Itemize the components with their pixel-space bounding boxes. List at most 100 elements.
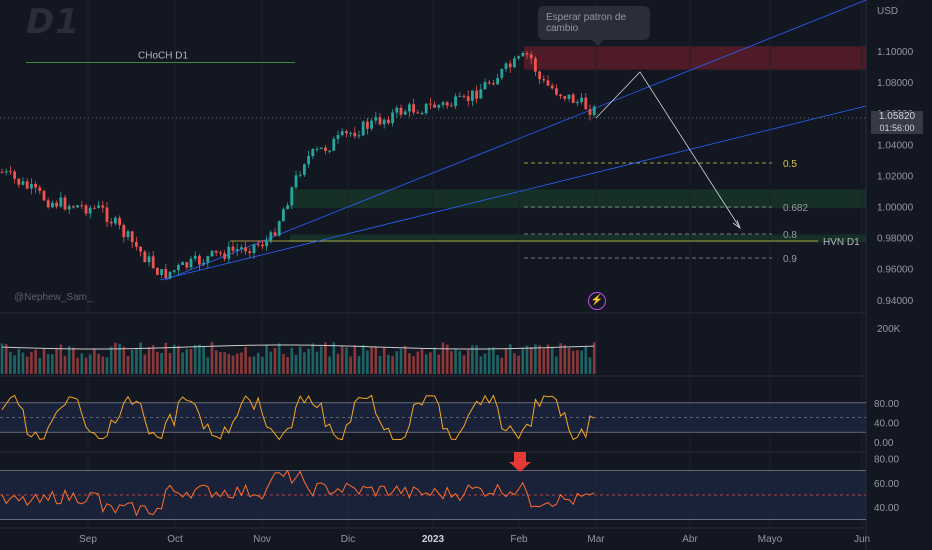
- rsi-tick: 60.00: [874, 479, 899, 490]
- candle-body: [269, 232, 273, 241]
- candle-body: [563, 96, 567, 99]
- choch-label: CHoCH D1: [138, 51, 188, 62]
- alert-bolt-icon[interactable]: ⚡: [588, 292, 606, 310]
- candle-body: [286, 205, 289, 210]
- volume-bar: [420, 348, 424, 374]
- candle-body: [483, 82, 487, 90]
- volume-bar: [546, 344, 550, 374]
- volume-bar: [416, 351, 420, 374]
- candle-body: [437, 105, 441, 108]
- volume-bar: [130, 349, 134, 374]
- volume-bar: [462, 355, 466, 374]
- volume-bar: [517, 355, 520, 374]
- volume-bar: [168, 352, 172, 374]
- candle-body: [118, 217, 121, 226]
- candle-body: [567, 94, 571, 99]
- candle-body: [21, 181, 25, 185]
- volume-bar: [282, 354, 285, 374]
- candle-body: [576, 102, 579, 104]
- candle-body: [517, 56, 520, 59]
- candle-body: [172, 270, 176, 272]
- volume-bar: [550, 346, 554, 374]
- volume-bar: [252, 356, 256, 374]
- stoch-tick: 0.00: [874, 438, 894, 449]
- candle-body: [445, 102, 449, 106]
- stoch-line: [1, 394, 595, 441]
- volume-bar: [135, 348, 138, 374]
- candle-body: [122, 225, 126, 237]
- volume-bar: [353, 345, 357, 374]
- candle-body: [496, 77, 499, 85]
- volume-bar: [378, 355, 382, 374]
- time-tick: Mayo: [758, 534, 783, 545]
- candle-body: [63, 197, 67, 210]
- volume-bar: [298, 346, 302, 374]
- volume-bar: [521, 347, 525, 374]
- volume-bar: [160, 353, 163, 374]
- time-tick: Abr: [682, 534, 698, 545]
- candle-body: [588, 109, 592, 115]
- candle-body: [139, 246, 142, 252]
- candle-body: [177, 265, 180, 271]
- candle-body: [336, 135, 340, 139]
- candle-body: [240, 247, 243, 250]
- candle-body: [151, 256, 155, 268]
- candle-body: [374, 117, 378, 121]
- price-tick: 0.94000: [877, 296, 914, 307]
- volume-bar: [534, 344, 537, 374]
- candle-body: [571, 94, 575, 104]
- candle-body: [80, 205, 84, 207]
- volume-bar: [4, 344, 8, 374]
- volume-bar: [21, 352, 25, 374]
- price-tick: 1.10000: [877, 47, 914, 58]
- volume-bar: [172, 344, 176, 374]
- volume-bar: [290, 347, 294, 374]
- volume-bar: [193, 345, 197, 374]
- volume-bar: [555, 356, 558, 374]
- candle-body: [114, 217, 117, 224]
- zone-demand: [290, 234, 866, 243]
- candle-body: [420, 113, 424, 115]
- volume-bar: [269, 351, 273, 374]
- candle-body: [210, 250, 214, 257]
- volume-bar: [122, 346, 126, 374]
- volume-bar: [500, 357, 504, 374]
- candle-body: [441, 102, 445, 106]
- volume-bar: [164, 342, 168, 374]
- candle-body: [55, 202, 58, 207]
- candle-body: [416, 112, 420, 114]
- volume-bar: [17, 348, 21, 374]
- candle-body: [408, 104, 411, 112]
- candle-body: [340, 131, 344, 136]
- candle-body: [450, 105, 453, 107]
- candle-body: [361, 121, 365, 136]
- note-callout[interactable]: Esperar patron de cambio: [538, 6, 650, 46]
- countdown-label: 01:56:00: [871, 123, 923, 134]
- volume-bar: [235, 353, 239, 374]
- volume-bar: [332, 342, 336, 374]
- candle-body: [294, 175, 298, 188]
- volume-bar: [475, 345, 478, 374]
- candle-body: [273, 232, 277, 236]
- volume-bar: [445, 344, 449, 374]
- volume-bar: [13, 355, 16, 374]
- candle-body: [223, 253, 226, 259]
- volume-bar: [361, 345, 365, 374]
- volume-bar: [93, 348, 96, 374]
- candle-body: [550, 85, 554, 89]
- price-tick: 0.96000: [877, 265, 914, 276]
- candle-body: [252, 244, 256, 254]
- volume-bar: [504, 348, 508, 374]
- volume-bar: [63, 355, 67, 374]
- candle-body: [198, 255, 201, 265]
- candle-body: [357, 135, 361, 137]
- volume-bar: [88, 354, 92, 374]
- volume-bar: [244, 347, 247, 374]
- candle-body: [471, 90, 474, 102]
- price-tick: 1.04000: [877, 140, 914, 151]
- volume-bar: [525, 345, 529, 374]
- volume-bar: [471, 345, 474, 374]
- candle-body: [538, 71, 541, 80]
- volume-bar: [588, 357, 592, 374]
